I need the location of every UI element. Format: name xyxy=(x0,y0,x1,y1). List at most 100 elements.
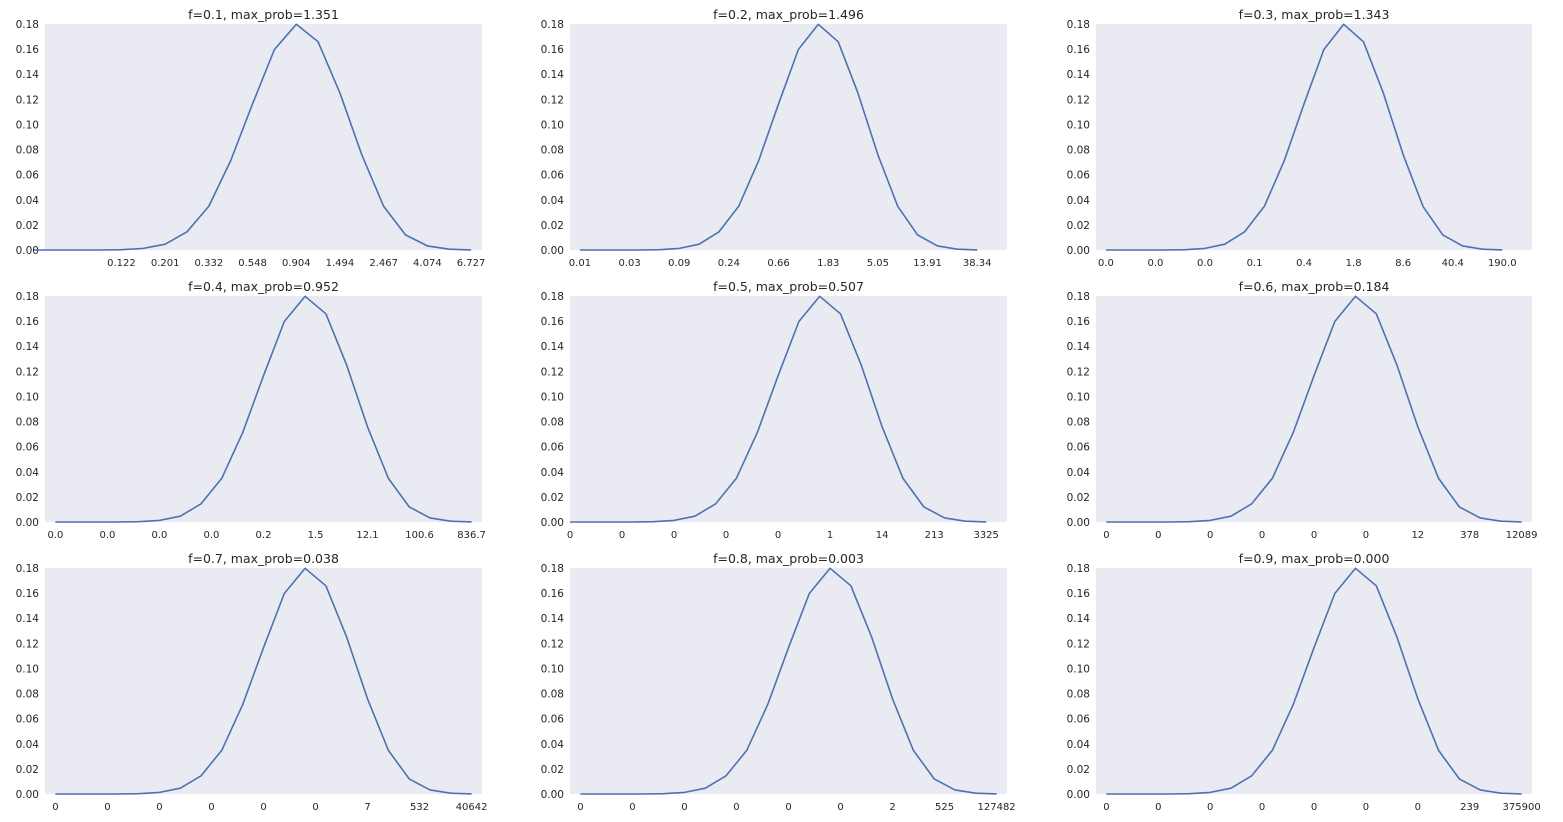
y-tick-label: 0.00 xyxy=(541,245,564,257)
subplot-title: f=0.2, max_prob=1.496 xyxy=(713,7,864,22)
y-tick-label: 0.14 xyxy=(1067,613,1091,625)
x-tick-label: 0.0 xyxy=(1098,258,1114,269)
x-tick-label: 0 xyxy=(1103,802,1109,813)
y-tick-label: 0.16 xyxy=(541,588,565,600)
y-tick-label: 0.10 xyxy=(541,119,564,131)
y-tick-label: 0.02 xyxy=(1067,764,1090,776)
x-tick-label: 0 xyxy=(775,530,781,541)
x-tick-label: 0.4 xyxy=(1296,258,1312,269)
y-tick-label: 0.08 xyxy=(541,145,564,157)
series-line xyxy=(1106,567,1522,795)
x-tick-label: 0 xyxy=(733,802,739,813)
x-tick-label: 0 xyxy=(1207,530,1213,541)
y-tick-label: 0.02 xyxy=(1067,492,1090,504)
x-tick-label: 0 xyxy=(1103,530,1109,541)
y-tick-label: 0.06 xyxy=(16,170,40,182)
subplot-5: f=0.5, max_prob=0.507 0.00 0.02 0.04 0.06 0.0… xyxy=(541,279,1007,541)
x-tick-label: 0 xyxy=(1155,802,1161,813)
x-tick-label: 0 xyxy=(837,802,843,813)
x-tick-label: 2 xyxy=(889,802,895,813)
x-tick-label: 0.1 xyxy=(1247,258,1263,269)
y-tick-label: 0.02 xyxy=(16,492,39,504)
series-line xyxy=(55,567,472,795)
y-tick-label: 0.06 xyxy=(16,442,40,454)
y-tick-label: 0.18 xyxy=(541,291,564,303)
subplot-3: f=0.3, max_prob=1.343 0.00 0.02 0.04 0.06 0.0… xyxy=(1067,7,1532,269)
y-tick-label: 0.12 xyxy=(1067,366,1090,378)
x-tick-label: 213 xyxy=(925,530,944,541)
x-tick-label: 0.03 xyxy=(618,258,640,269)
y-tick-label: 0.18 xyxy=(541,563,564,575)
plot-area xyxy=(1096,24,1532,250)
x-tick-label: 0.548 xyxy=(238,258,267,269)
x-tick-label: 0.201 xyxy=(151,258,180,269)
subplot-4: f=0.4, max_prob=0.952 0.00 0.02 0.04 0.06 0.0… xyxy=(16,279,486,541)
x-tick-label: 4.074 xyxy=(413,258,442,269)
y-tick-label: 0.12 xyxy=(1067,94,1090,106)
plot-area xyxy=(45,24,482,250)
y-tick-label: 0.12 xyxy=(541,94,564,106)
x-tick-label: 3325 xyxy=(973,530,998,541)
x-tick-label: 0 xyxy=(1363,530,1369,541)
x-tick-label: 0.01 xyxy=(569,258,591,269)
y-tick-label: 0.12 xyxy=(541,366,564,378)
x-tick-label: 0 xyxy=(1207,802,1213,813)
y-tick-label: 0.08 xyxy=(541,417,564,429)
y-tick-label: 0.16 xyxy=(541,44,565,56)
x-tick-label: 12089 xyxy=(1506,530,1538,541)
y-tick-label: 0.10 xyxy=(541,663,564,675)
x-tick-label: 12 xyxy=(1411,530,1424,541)
series-line xyxy=(579,23,978,251)
y-tick-label: 0.02 xyxy=(1067,220,1090,232)
subplot-9: f=0.9, max_prob=0.000 0.00 0.02 0.04 0.06 0.0… xyxy=(1067,551,1541,813)
x-tick-label: 0 xyxy=(681,802,687,813)
x-tick-label: 7 xyxy=(364,802,370,813)
plot-area xyxy=(1096,296,1532,522)
x-tick-label: 0.122 xyxy=(107,258,136,269)
x-tick-label: 0 xyxy=(208,802,214,813)
x-tick-label: 0.0 xyxy=(99,530,115,541)
x-tick-label: 0 xyxy=(1363,802,1369,813)
x-tick-label: 0 xyxy=(671,530,677,541)
y-tick-label: 0.12 xyxy=(16,366,39,378)
y-tick-label: 0.12 xyxy=(16,94,39,106)
x-tick-label: 0.332 xyxy=(195,258,224,269)
series-line xyxy=(580,567,997,795)
x-tick-label: 8.6 xyxy=(1395,258,1411,269)
y-tick-label: 0.00 xyxy=(541,789,564,801)
x-tick-label: 0 xyxy=(156,802,162,813)
x-tick-label: 40642 xyxy=(456,802,488,813)
subplot-title: f=0.8, max_prob=0.003 xyxy=(713,551,864,566)
y-tick-label: 0.08 xyxy=(16,689,39,701)
x-tick-label: 0.09 xyxy=(668,258,690,269)
y-tick-label: 0.10 xyxy=(1067,663,1090,675)
y-tick-label: 0.06 xyxy=(1067,170,1091,182)
y-tick-label: 0.00 xyxy=(1067,789,1090,801)
y-tick-label: 0.18 xyxy=(16,19,39,31)
series-line xyxy=(1106,295,1522,523)
subplot-title: f=0.6, max_prob=0.184 xyxy=(1239,279,1390,294)
y-tick-label: 0.06 xyxy=(541,714,565,726)
x-tick-label: 0 xyxy=(629,802,635,813)
y-tick-label: 0.10 xyxy=(541,391,564,403)
y-tick-label: 0.00 xyxy=(1067,245,1090,257)
x-tick-label: 0 xyxy=(723,530,729,541)
x-tick-label: 0 xyxy=(577,802,583,813)
y-tick-label: 0.14 xyxy=(16,341,40,353)
x-tick-label: 1.494 xyxy=(326,258,355,269)
y-tick-label: 0.06 xyxy=(16,714,40,726)
x-tick-label: 0.0 xyxy=(151,530,167,541)
y-tick-label: 0.08 xyxy=(1067,689,1090,701)
y-tick-label: 0.06 xyxy=(541,442,565,454)
y-tick-label: 0.00 xyxy=(16,245,39,257)
subplot-7: f=0.7, max_prob=0.038 0.00 0.02 0.04 0.06 0.0… xyxy=(16,551,488,813)
x-tick-label: 0.0 xyxy=(1148,258,1164,269)
y-tick-label: 0.06 xyxy=(1067,714,1091,726)
y-tick-label: 0.16 xyxy=(16,44,40,56)
x-tick-label: 40.4 xyxy=(1442,258,1464,269)
y-tick-label: 0.12 xyxy=(541,638,564,650)
series-line xyxy=(55,295,472,523)
y-tick-label: 0.04 xyxy=(1067,739,1091,751)
plot-area xyxy=(1096,568,1532,794)
